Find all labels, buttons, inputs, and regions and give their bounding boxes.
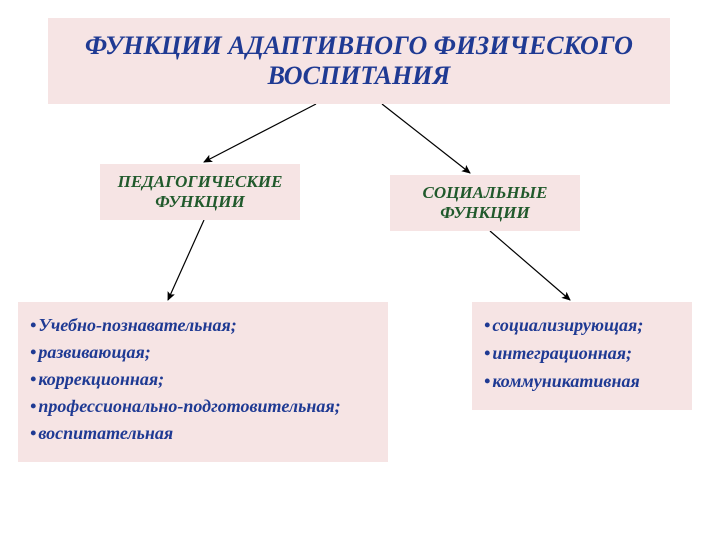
arrow-2 — [168, 220, 204, 300]
category-pedagogical: ПЕДАГОГИЧЕСКИЕ ФУНКЦИИ — [100, 164, 300, 220]
list-item: социализирующая; — [484, 312, 680, 340]
category-social: СОЦИАЛЬНЫЕ ФУНКЦИИ — [390, 175, 580, 231]
items-social-items: социализирующая;интеграционная;коммуника… — [472, 302, 692, 410]
list-item: коррекционная; — [30, 366, 376, 393]
arrow-0 — [204, 104, 316, 162]
items-pedagogical-items: Учебно-познавательная;развивающая;коррек… — [18, 302, 388, 462]
arrow-3 — [490, 231, 570, 300]
main-title-text: ФУНКЦИИ АДАПТИВНОГО ФИЗИЧЕСКОГО ВОСПИТАН… — [66, 31, 652, 91]
list-item: развивающая; — [30, 339, 376, 366]
list-item: коммуникативная — [484, 368, 680, 396]
arrow-1 — [382, 104, 470, 173]
list-item: Учебно-познавательная; — [30, 312, 376, 339]
list-item: профессионально-подготовительная; — [30, 393, 376, 420]
main-title: ФУНКЦИИ АДАПТИВНОГО ФИЗИЧЕСКОГО ВОСПИТАН… — [48, 18, 670, 104]
category-label: СОЦИАЛЬНЫЕ ФУНКЦИИ — [404, 183, 566, 223]
list-item: воспитательная — [30, 420, 376, 447]
list-item: интеграционная; — [484, 340, 680, 368]
category-label: ПЕДАГОГИЧЕСКИЕ ФУНКЦИИ — [114, 172, 286, 212]
